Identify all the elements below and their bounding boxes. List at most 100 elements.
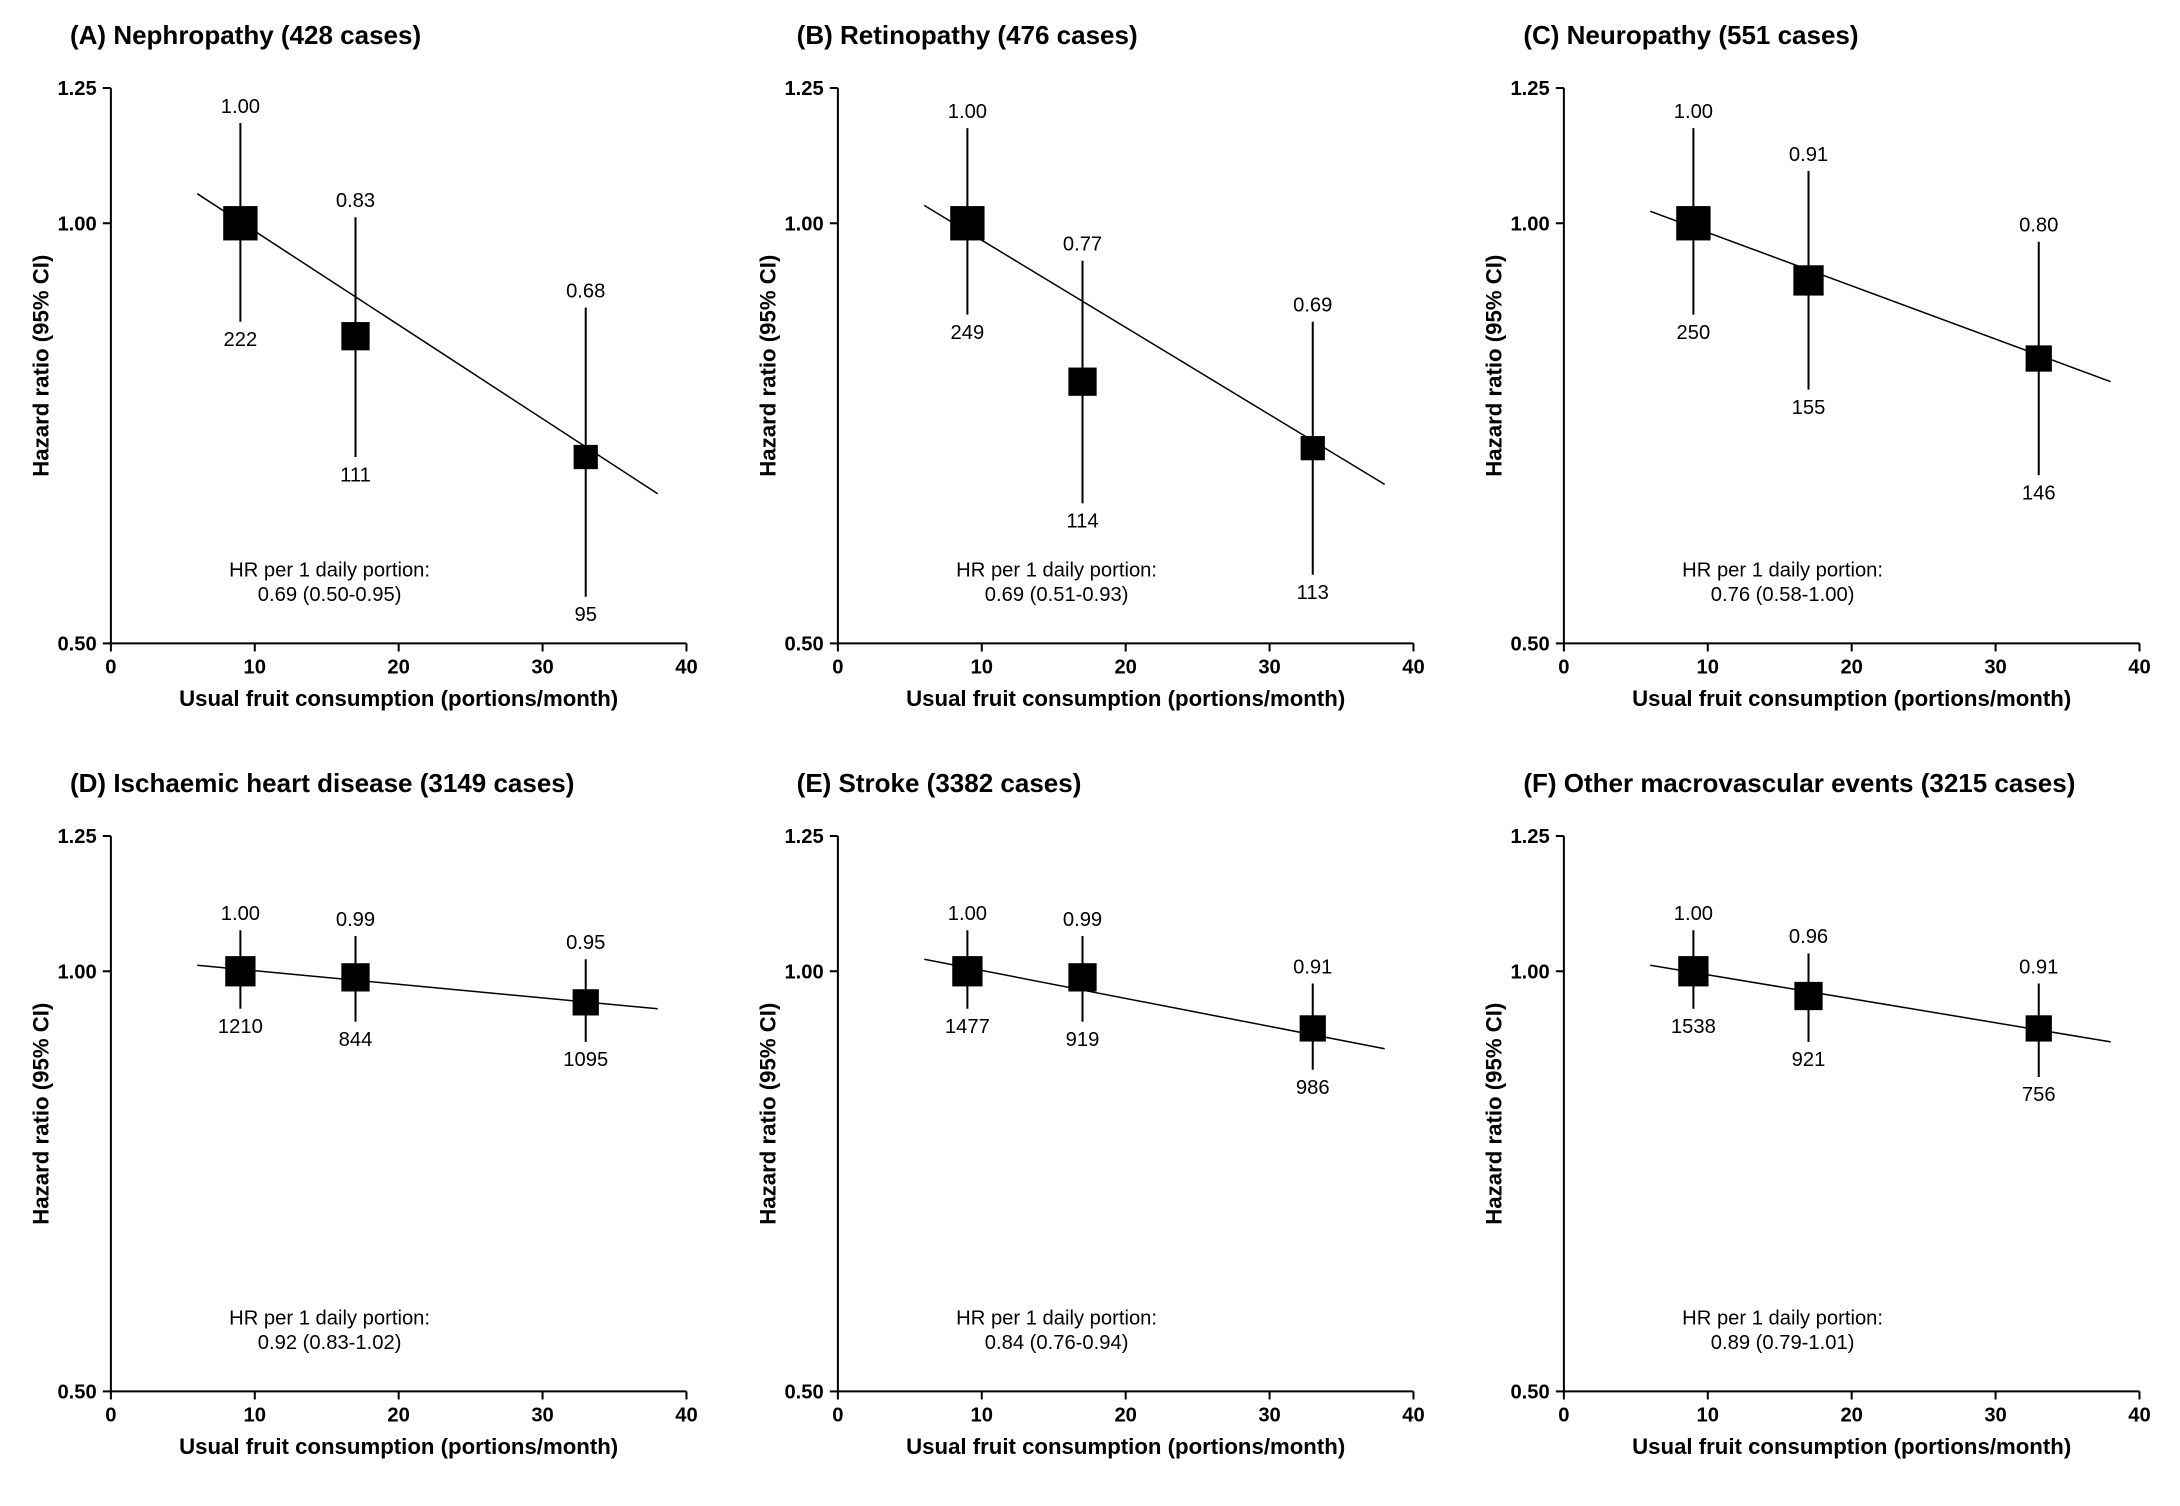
svg-text:1.00: 1.00 (1511, 213, 1550, 235)
hr-annotation-value: 0.69 (0.50-0.95) (258, 584, 402, 606)
hr-value-label: 0.99 (1063, 909, 1102, 931)
hazard-ratio-chart: 0.501.001.25010203040Usual fruit consump… (20, 805, 707, 1483)
svg-text:40: 40 (675, 657, 697, 679)
svg-text:30: 30 (531, 657, 553, 679)
panel-E: (E) Stroke (3382 cases) 0.50 1.00 1.25 0 10 20… (747, 768, 1434, 1486)
svg-text:40: 40 (2129, 657, 2151, 679)
hazard-ratio-chart: 0.501.001.25010203040Usual fruit consump… (20, 57, 707, 735)
hazard-ratio-chart: 0.501.001.25010203040Usual fruit consump… (1473, 57, 2160, 735)
data-point (2026, 345, 2052, 371)
case-count-label: 113 (1296, 582, 1328, 604)
y-axis-label: Hazard ratio (95% CI) (755, 255, 780, 477)
svg-text:1.25: 1.25 (57, 78, 96, 100)
case-count-label: 1095 (563, 1049, 608, 1071)
hr-value-label: 0.91 (1293, 956, 1332, 978)
svg-text:0: 0 (1559, 1405, 1570, 1427)
svg-text:0.50: 0.50 (1511, 1381, 1550, 1403)
case-count-label: 1210 (218, 1016, 263, 1038)
svg-text:1.25: 1.25 (784, 826, 823, 848)
case-count-label: 155 (1792, 397, 1826, 419)
hr-annotation-value: 0.76 (0.58-1.00) (1711, 584, 1855, 606)
case-count-label: 222 (224, 329, 258, 351)
hr-value-label: 0.95 (566, 932, 605, 954)
svg-text:0: 0 (832, 657, 843, 679)
hr-annotation-prefix: HR per 1 daily portion: (1683, 560, 1884, 582)
svg-text:10: 10 (1697, 1405, 1719, 1427)
data-point (573, 989, 599, 1015)
svg-text:1.25: 1.25 (1511, 78, 1550, 100)
svg-text:0: 0 (832, 1405, 843, 1427)
panel-F: (F) Other macrovascular events (3215 cas… (1473, 768, 2160, 1486)
hr-value-label: 1.00 (1674, 903, 1713, 925)
y-axis-label: Hazard ratio (95% CI) (1482, 255, 1507, 477)
hr-annotation-value: 0.69 (0.51-0.93) (984, 584, 1128, 606)
x-axis-label: Usual fruit consumption (portions/month) (179, 686, 618, 711)
panel-title: (D) Ischaemic heart disease (3149 cases) (70, 768, 707, 799)
hr-value-label: 0.69 (1293, 295, 1332, 317)
svg-text:40: 40 (1402, 657, 1424, 679)
panel-title: (E) Stroke (3382 cases) (797, 768, 1434, 799)
svg-text:30: 30 (531, 1405, 553, 1427)
svg-text:30: 30 (1985, 1405, 2007, 1427)
y-axis-label: Hazard ratio (95% CI) (28, 1003, 53, 1225)
svg-text:20: 20 (1841, 657, 1863, 679)
hr-annotation-prefix: HR per 1 daily portion: (229, 560, 430, 582)
svg-text:30: 30 (1258, 657, 1280, 679)
data-point (341, 322, 369, 350)
hr-annotation-prefix: HR per 1 daily portion: (956, 560, 1157, 582)
data-point (223, 206, 257, 240)
svg-text:10: 10 (970, 1405, 992, 1427)
panel-title: (B) Retinopathy (476 cases) (797, 20, 1434, 51)
case-count-label: 844 (339, 1029, 373, 1051)
hr-value-label: 1.00 (947, 903, 986, 925)
svg-text:20: 20 (1114, 1405, 1136, 1427)
panel-C: (C) Neuropathy (551 cases)0.501.001.2501… (1473, 20, 2160, 738)
data-point (574, 445, 598, 469)
x-axis-label: Usual fruit consumption (portions/month) (906, 686, 1345, 711)
panel-title: (A) Nephropathy (428 cases) (70, 20, 707, 51)
svg-text:20: 20 (1841, 1405, 1863, 1427)
panel-A: (A) Nephropathy (428 cases) 0.50 1.00 1.25 0… (20, 20, 707, 738)
svg-text:30: 30 (1985, 657, 2007, 679)
panel-title: (F) Other macrovascular events (3215 cas… (1523, 768, 2160, 799)
hr-annotation-value: 0.89 (0.79-1.01) (1711, 1332, 1855, 1354)
x-axis-label: Usual fruit consumption (portions/month) (1632, 1434, 2071, 1459)
case-count-label: 921 (1792, 1049, 1826, 1071)
data-point (1068, 963, 1096, 991)
hr-value-label: 0.68 (566, 281, 605, 303)
svg-text:20: 20 (387, 657, 409, 679)
svg-text:20: 20 (387, 1405, 409, 1427)
svg-text:40: 40 (2129, 1405, 2151, 1427)
svg-text:0.50: 0.50 (784, 633, 823, 655)
hr-annotation-prefix: HR per 1 daily portion: (956, 1308, 1157, 1330)
svg-text:1.00: 1.00 (1511, 961, 1550, 983)
case-count-label: 756 (2022, 1084, 2056, 1106)
svg-text:1.00: 1.00 (57, 961, 96, 983)
svg-text:1.00: 1.00 (784, 961, 823, 983)
case-count-label: 95 (574, 604, 596, 626)
hr-annotation-prefix: HR per 1 daily portion: (229, 1308, 430, 1330)
hr-value-label: 1.00 (221, 96, 260, 118)
x-axis-label: Usual fruit consumption (portions/month) (1632, 686, 2071, 711)
hr-annotation-value: 0.92 (0.83-1.02) (258, 1332, 402, 1354)
svg-text:0.50: 0.50 (784, 1381, 823, 1403)
panel-D: (D) Ischaemic heart disease (3149 cases)… (20, 768, 707, 1486)
hr-value-label: 1.00 (947, 101, 986, 123)
case-count-label: 111 (340, 464, 371, 486)
case-count-label: 146 (2022, 482, 2056, 504)
hazard-ratio-chart: 0.501.001.25010203040Usual fruit consump… (747, 57, 1434, 735)
y-axis-label: Hazard ratio (95% CI) (28, 255, 53, 477)
hazard-ratio-chart: 0.501.001.25010203040Usual fruit consump… (747, 805, 1434, 1483)
y-axis-label: Hazard ratio (95% CI) (755, 1003, 780, 1225)
svg-text:10: 10 (1697, 657, 1719, 679)
svg-text:10: 10 (244, 657, 266, 679)
panel-title: (C) Neuropathy (551 cases) (1523, 20, 2160, 51)
svg-text:0: 0 (105, 1405, 116, 1427)
svg-text:0.50: 0.50 (57, 633, 96, 655)
hr-value-label: 0.77 (1063, 234, 1102, 256)
hr-value-label: 0.96 (1789, 926, 1828, 948)
x-axis-label: Usual fruit consumption (portions/month) (906, 1434, 1345, 1459)
svg-text:0.50: 0.50 (1511, 633, 1550, 655)
svg-text:30: 30 (1258, 1405, 1280, 1427)
data-point (341, 963, 369, 991)
